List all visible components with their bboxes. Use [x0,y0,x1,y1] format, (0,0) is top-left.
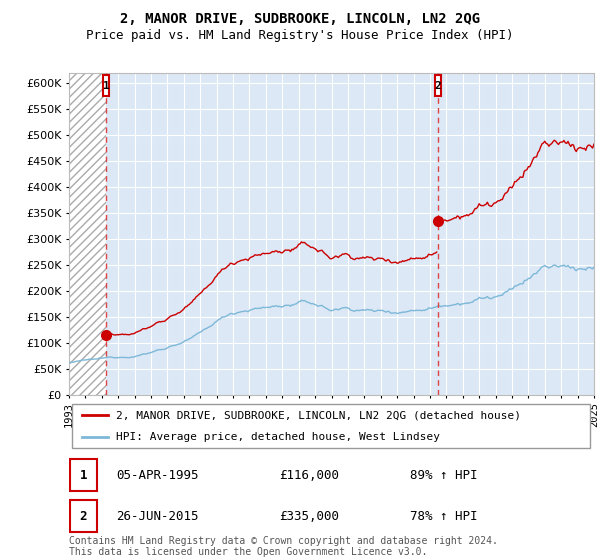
Text: 89% ↑ HPI: 89% ↑ HPI [410,469,478,482]
Text: 2, MANOR DRIVE, SUDBROOKE, LINCOLN, LN2 2QG: 2, MANOR DRIVE, SUDBROOKE, LINCOLN, LN2 … [120,12,480,26]
Text: 26-JUN-2015: 26-JUN-2015 [116,510,199,523]
FancyBboxPatch shape [103,75,109,96]
Text: 1: 1 [79,469,87,482]
FancyBboxPatch shape [434,75,441,96]
Text: 2, MANOR DRIVE, SUDBROOKE, LINCOLN, LN2 2QG (detached house): 2, MANOR DRIVE, SUDBROOKE, LINCOLN, LN2 … [116,410,521,421]
FancyBboxPatch shape [70,500,97,533]
Text: 2: 2 [434,81,441,91]
Text: 05-APR-1995: 05-APR-1995 [116,469,199,482]
Text: Contains HM Land Registry data © Crown copyright and database right 2024.
This d: Contains HM Land Registry data © Crown c… [69,535,498,557]
Text: HPI: Average price, detached house, West Lindsey: HPI: Average price, detached house, West… [116,432,440,442]
Text: £116,000: £116,000 [279,469,339,482]
FancyBboxPatch shape [70,459,97,492]
Text: 78% ↑ HPI: 78% ↑ HPI [410,510,478,523]
Text: 2: 2 [79,510,87,523]
Text: 1: 1 [103,81,109,91]
Text: Price paid vs. HM Land Registry's House Price Index (HPI): Price paid vs. HM Land Registry's House … [86,29,514,42]
Bar [69,73,106,395]
FancyBboxPatch shape [71,404,590,449]
Text: £335,000: £335,000 [279,510,339,523]
